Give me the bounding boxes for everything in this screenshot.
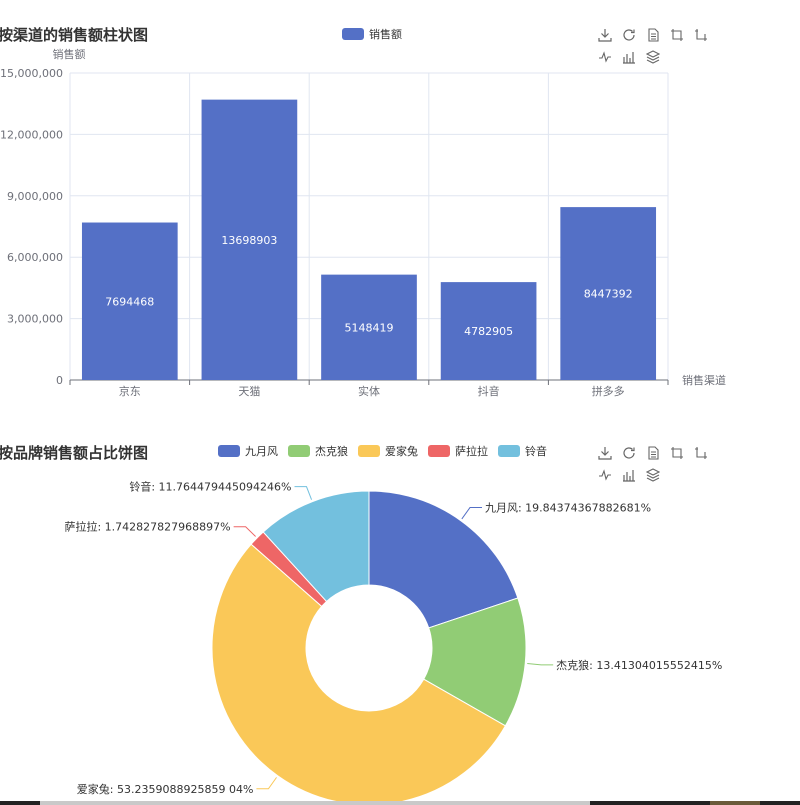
bar-chart-icon[interactable] xyxy=(622,468,636,482)
bar-chart-title: 按渠道的销售额柱状图 xyxy=(0,26,149,44)
x-tick-label: 实体 xyxy=(358,384,380,398)
pie-leader-line xyxy=(233,526,256,537)
legend-swatch xyxy=(428,445,450,457)
bar-data-label: 5148419 xyxy=(345,321,394,334)
pie-chart-toolbox xyxy=(598,446,738,490)
bar-data-label: 8447392 xyxy=(584,288,633,301)
legend-swatch xyxy=(358,445,380,457)
download-icon[interactable] xyxy=(598,446,612,460)
x-tick-label: 拼多多 xyxy=(592,384,625,398)
bar-data-label: 13698903 xyxy=(221,234,277,247)
legend-item[interactable]: 萨拉拉 xyxy=(428,443,488,459)
x-tick-label: 京东 xyxy=(119,384,141,398)
bar-chart-legend: 销售额 xyxy=(342,26,412,42)
pie-slice xyxy=(262,490,370,603)
legend-swatch xyxy=(218,445,240,457)
legend-swatch xyxy=(498,445,520,457)
bar-data-label: 7694468 xyxy=(105,295,154,308)
legend-label: 萨拉拉 xyxy=(455,445,488,458)
zoom-icon[interactable] xyxy=(670,446,684,460)
pie-data-label: 铃音: 11.764479445094246% xyxy=(129,480,291,494)
pie-leader-line xyxy=(294,486,313,500)
y-tick-label: 9,000,000 xyxy=(7,190,63,203)
pie-data-label: 杰克狼: 13.41304015552415% xyxy=(556,658,722,672)
pie-slice xyxy=(211,543,507,805)
legend-item-sales[interactable]: 销售额 xyxy=(342,26,402,42)
legend-item[interactable]: 爱家兔 xyxy=(358,443,418,459)
zoom-reset-icon[interactable] xyxy=(694,28,708,42)
legend-item[interactable]: 铃音 xyxy=(498,443,547,459)
legend-label: 销售额 xyxy=(369,28,402,41)
bar xyxy=(201,99,298,380)
bar xyxy=(81,222,178,380)
refresh-icon[interactable] xyxy=(622,446,636,460)
x-axis-label: 销售渠道 xyxy=(682,373,726,387)
bar xyxy=(321,274,417,380)
pie-leader-line xyxy=(256,777,277,790)
line-chart-icon[interactable] xyxy=(598,468,612,482)
data-view-icon[interactable] xyxy=(646,446,660,460)
x-tick-label: 抖音 xyxy=(478,384,500,398)
pie-chart-legend: 九月风 杰克狼 爱家兔 萨拉拉 铃音 xyxy=(218,443,557,459)
bar xyxy=(560,207,657,380)
legend-swatch xyxy=(288,445,310,457)
zoom-reset-icon[interactable] xyxy=(694,446,708,460)
pie-leader-line xyxy=(461,507,482,520)
line-chart-icon[interactable] xyxy=(598,50,612,64)
stack-icon[interactable] xyxy=(646,50,660,64)
y-tick-label: 3,000,000 xyxy=(7,313,63,326)
y-tick-label: 15,000,000 xyxy=(0,67,63,80)
zoom-icon[interactable] xyxy=(670,28,684,42)
refresh-icon[interactable] xyxy=(622,28,636,42)
bar-data-label: 4782905 xyxy=(464,325,513,338)
legend-swatch xyxy=(342,28,364,40)
x-tick-label: 天猫 xyxy=(238,385,260,398)
y-tick-label: 12,000,000 xyxy=(0,128,63,141)
pie-slice xyxy=(423,597,527,727)
bar-chart: 0 3,000,000 6,000,000 9,000,000 12,000,000 15… xyxy=(0,47,726,398)
legend-label: 杰克狼 xyxy=(315,445,348,458)
legend-item[interactable]: 九月风 xyxy=(218,443,278,459)
pie-data-label: 萨拉拉: 1.742827827968897% xyxy=(64,520,230,534)
pie-data-label: 九月风: 19.84374367882681% xyxy=(485,502,651,515)
pie-slice xyxy=(250,531,328,608)
pie-leader-line xyxy=(527,662,554,666)
pie-data-label: 爱家兔: 53.2359088925859 04% xyxy=(77,782,254,796)
y-axis-label: 销售额 xyxy=(53,47,86,61)
y-tick-label: 6,000,000 xyxy=(7,251,63,264)
legend-label: 铃音 xyxy=(525,445,547,458)
bar xyxy=(440,282,537,380)
data-view-icon[interactable] xyxy=(646,28,660,42)
download-icon[interactable] xyxy=(598,28,612,42)
bottom-strip xyxy=(0,801,800,805)
y-tick-label: 0 xyxy=(56,374,63,387)
pie-chart-title: 按品牌销售额占比饼图 xyxy=(0,444,149,462)
stack-icon[interactable] xyxy=(646,468,660,482)
bar-chart-icon[interactable] xyxy=(622,50,636,64)
legend-label: 爱家兔 xyxy=(385,445,418,458)
pie-slice xyxy=(368,490,519,629)
legend-item[interactable]: 杰克狼 xyxy=(288,443,348,459)
bar-chart-toolbox xyxy=(598,28,738,72)
legend-label: 九月风 xyxy=(245,445,278,458)
